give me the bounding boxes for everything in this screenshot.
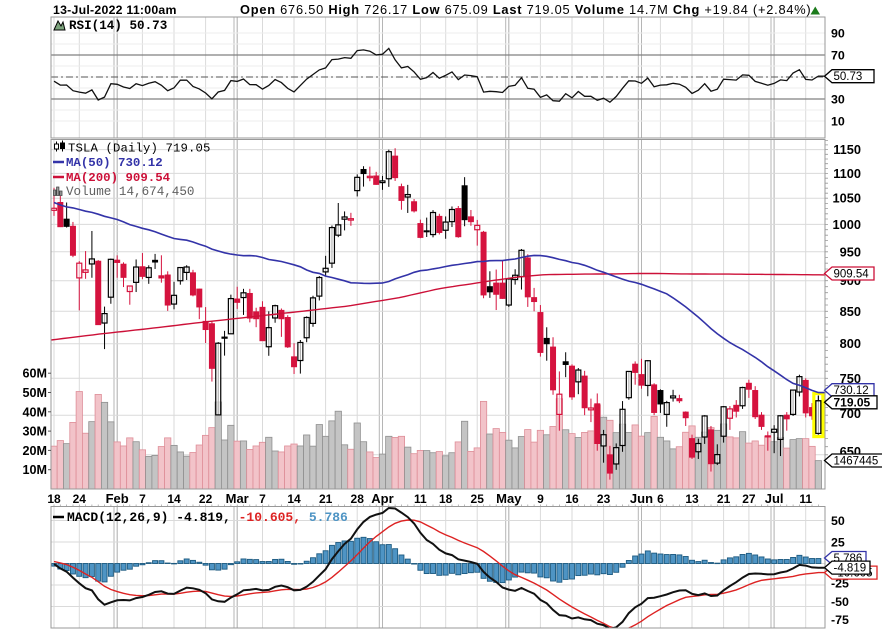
svg-text:7: 7 [259, 492, 266, 506]
svg-text:850: 850 [840, 304, 861, 319]
svg-text:1000: 1000 [833, 217, 861, 232]
svg-text:13: 13 [685, 492, 699, 506]
svg-text:Volume 14,674,450: Volume 14,674,450 [66, 185, 194, 199]
svg-text:1050: 1050 [833, 191, 861, 206]
svg-text:16: 16 [565, 492, 579, 506]
svg-text:750: 750 [840, 371, 861, 386]
svg-text:Jun: Jun [630, 491, 653, 506]
svg-text:7: 7 [139, 492, 146, 506]
svg-text:700: 700 [840, 406, 861, 421]
svg-text:22: 22 [199, 492, 213, 506]
svg-text:9: 9 [537, 492, 544, 506]
svg-text:24: 24 [73, 492, 87, 506]
svg-text:MACD(12,26,9) -4.819, -10.605,: MACD(12,26,9) -4.819, -10.605, 5.786 [67, 510, 348, 525]
svg-text:Mar: Mar [226, 491, 249, 506]
svg-text:10M: 10M [23, 463, 48, 477]
svg-text:730.12: 730.12 [834, 385, 869, 397]
svg-text:90: 90 [831, 27, 845, 41]
svg-text:950: 950 [840, 244, 861, 259]
svg-text:27: 27 [742, 492, 756, 506]
svg-text:14: 14 [167, 492, 181, 506]
svg-text:Feb: Feb [106, 491, 129, 506]
svg-text:13-Jul-2022 11:00am: 13-Jul-2022 11:00am [53, 3, 177, 17]
svg-text:21: 21 [717, 492, 731, 506]
svg-text:50M: 50M [23, 386, 48, 400]
svg-text:23: 23 [597, 492, 611, 506]
svg-text:TSLA (Daily) 719.05: TSLA (Daily) 719.05 [68, 142, 211, 156]
svg-text:11: 11 [414, 492, 427, 506]
svg-text:Apr: Apr [371, 491, 393, 506]
svg-text:25: 25 [831, 536, 845, 550]
svg-text:Open 676.50 High 726.17 Low 67: Open 676.50 High 726.17 Low 675.09 Last … [240, 2, 811, 17]
svg-text:1150: 1150 [833, 142, 861, 157]
svg-text:Jul: Jul [765, 491, 784, 506]
svg-text:6: 6 [657, 492, 664, 506]
svg-text:28: 28 [351, 492, 365, 506]
svg-text:1467445: 1467445 [834, 456, 879, 468]
svg-text:14: 14 [287, 492, 301, 506]
svg-text:1100: 1100 [833, 166, 861, 181]
svg-text:18: 18 [439, 492, 453, 506]
svg-text:50: 50 [831, 514, 845, 528]
svg-text:-50: -50 [831, 595, 849, 609]
svg-text:20M: 20M [23, 444, 48, 458]
svg-text:800: 800 [840, 336, 861, 351]
svg-text:719.05: 719.05 [834, 395, 871, 409]
svg-text:60M: 60M [23, 367, 48, 381]
svg-text:RSI(14) 50.73: RSI(14) 50.73 [69, 19, 167, 33]
svg-text:May: May [496, 491, 522, 506]
svg-text:30M: 30M [23, 425, 48, 439]
svg-text:70: 70 [831, 49, 845, 63]
svg-text:11: 11 [799, 492, 812, 506]
svg-text:MA(200) 909.54: MA(200) 909.54 [66, 171, 171, 185]
svg-text:-4.819: -4.819 [834, 563, 867, 575]
svg-text:25: 25 [471, 492, 485, 506]
svg-text:50.73: 50.73 [834, 71, 863, 83]
svg-text:18: 18 [47, 492, 61, 506]
svg-text:40M: 40M [23, 405, 48, 419]
svg-text:21: 21 [319, 492, 333, 506]
svg-text:10: 10 [831, 115, 845, 129]
svg-text:-75: -75 [831, 613, 849, 627]
svg-text:30: 30 [831, 93, 845, 107]
svg-text:909.54: 909.54 [834, 269, 870, 281]
svg-text:MA(50) 730.12: MA(50) 730.12 [66, 156, 163, 170]
svg-text:-25: -25 [831, 577, 849, 591]
